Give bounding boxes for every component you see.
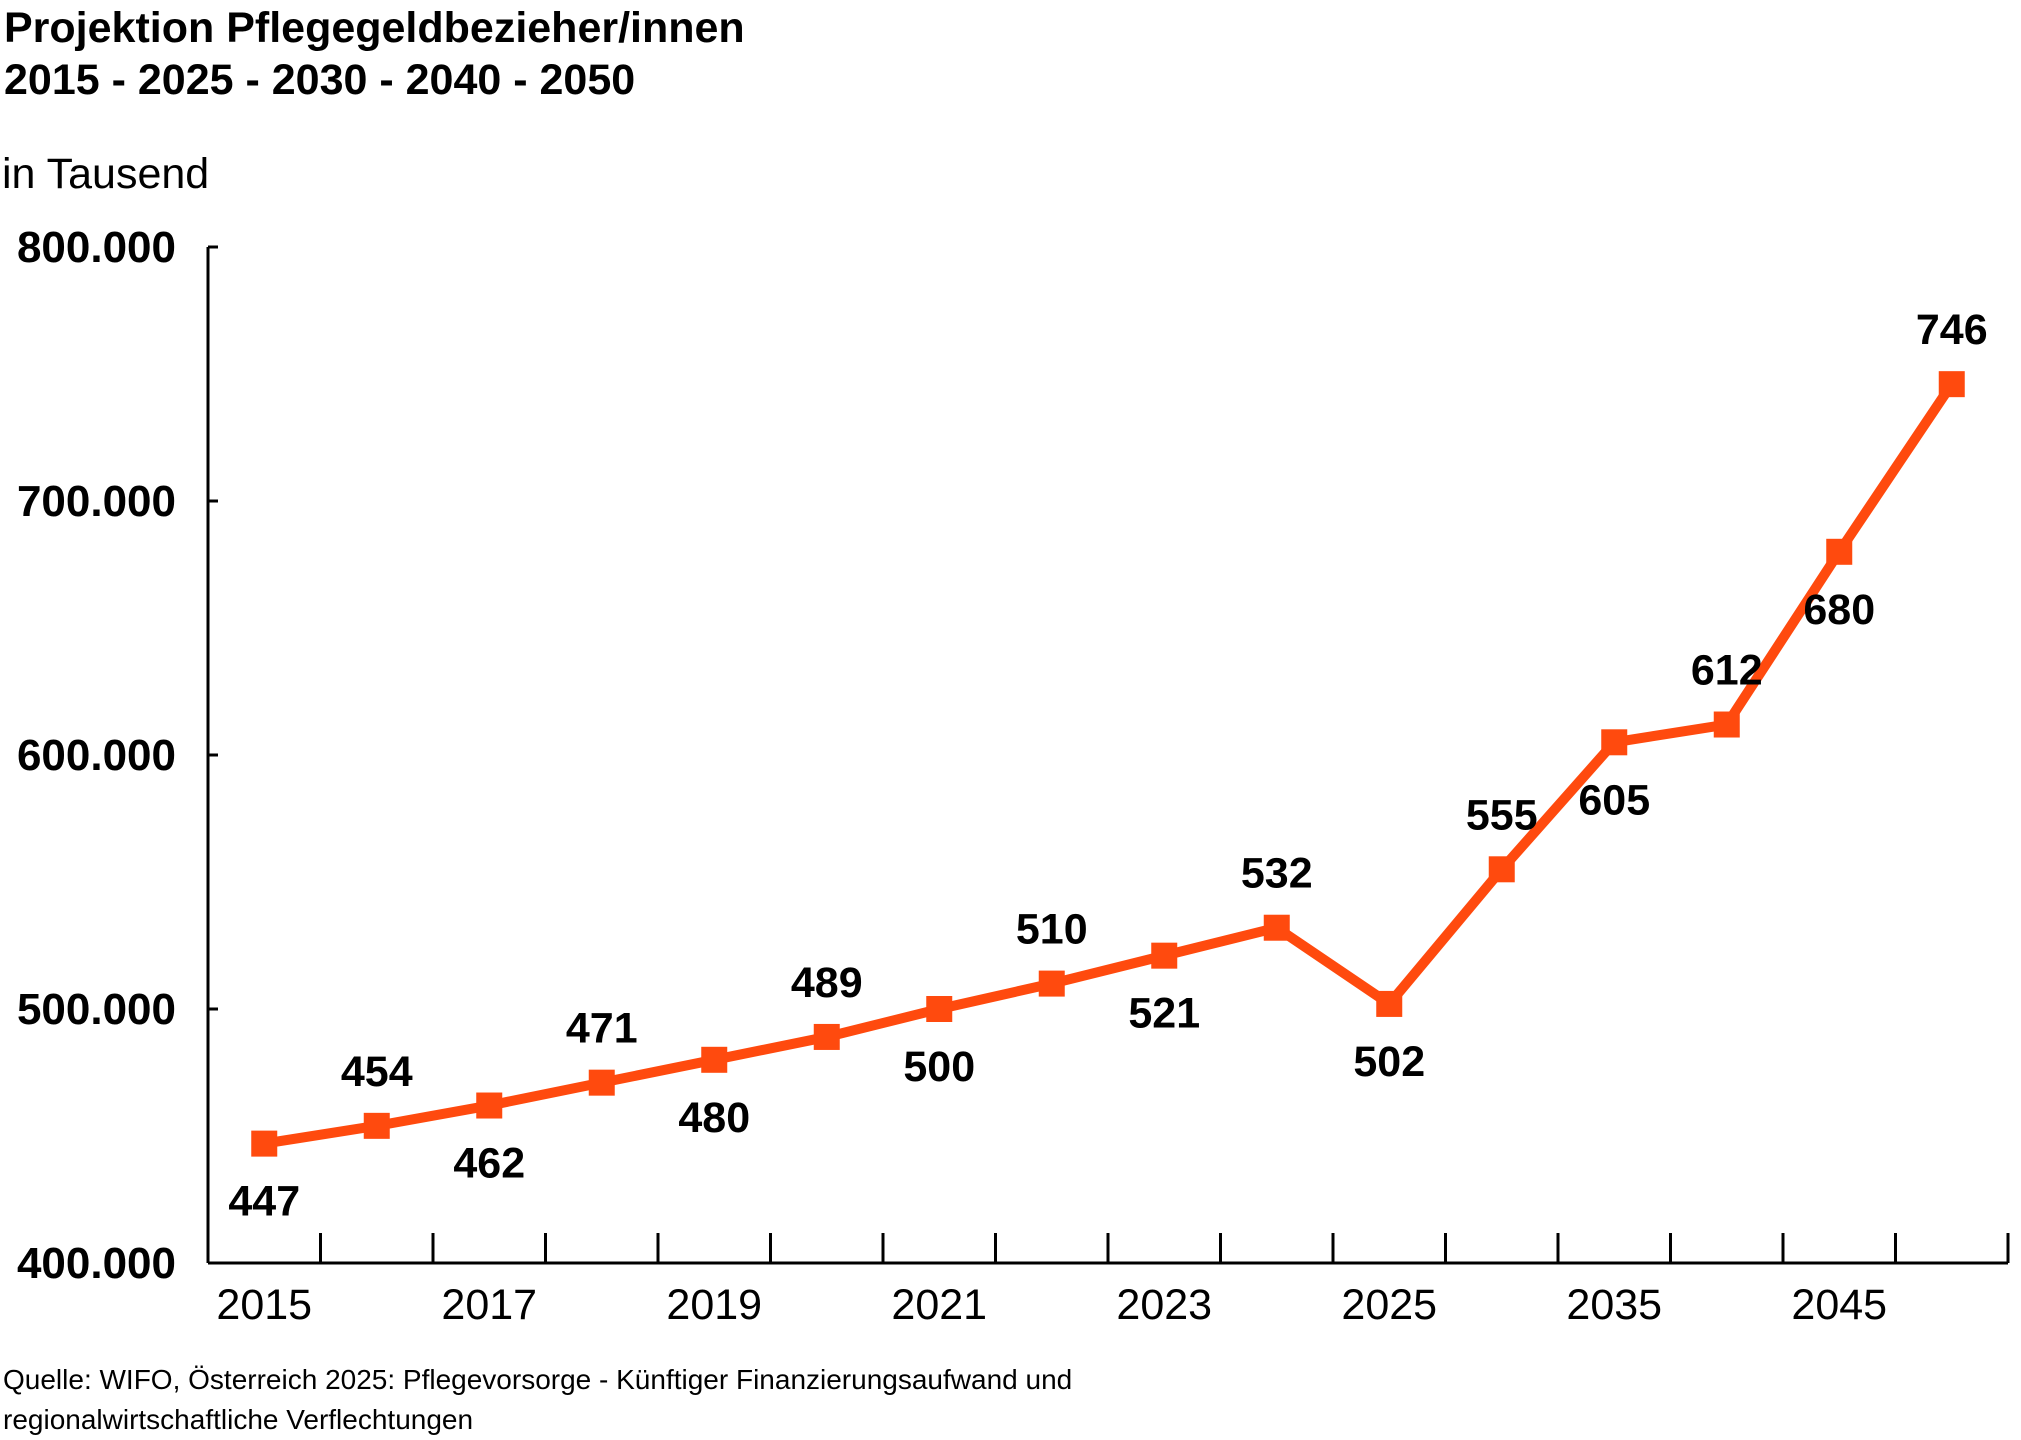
data-point [1151, 942, 1178, 969]
data-label: 532 [1241, 850, 1313, 898]
data-point [1263, 914, 1290, 941]
x-tick-label: 2025 [1341, 1281, 1437, 1329]
data-label: 489 [791, 959, 863, 1007]
data-point [1038, 970, 1065, 997]
data-point [1938, 371, 1965, 398]
y-tick-label: 400.000 [17, 1239, 176, 1288]
source-line1: Quelle: WIFO, Österreich 2025: Pflegevor… [3, 1364, 1073, 1395]
x-tick-label: 2023 [1116, 1281, 1212, 1329]
x-tick-label: 2015 [216, 1281, 312, 1329]
y-tick-label: 700.000 [17, 477, 176, 526]
y-tick-label: 500.000 [17, 985, 176, 1034]
data-point [1826, 538, 1853, 565]
data-point [1713, 711, 1740, 738]
chart-title-line1: Projektion Pflegegeldbezieher/innen [4, 4, 745, 52]
data-point [588, 1069, 615, 1096]
unit-label: in Tausend [2, 150, 210, 198]
data-label: 612 [1691, 647, 1763, 695]
data-label: 605 [1578, 776, 1650, 824]
data-label: 510 [1016, 906, 1088, 954]
x-tick-label: 2045 [1791, 1281, 1887, 1329]
y-tick-label: 600.000 [17, 731, 176, 780]
data-point [926, 996, 953, 1022]
y-tick-label: 800.000 [17, 223, 176, 272]
data-point [1601, 729, 1628, 756]
x-tick-label: 2021 [891, 1281, 987, 1329]
data-point [813, 1023, 840, 1050]
data-label: 471 [566, 1005, 638, 1053]
series-line [263, 381, 1956, 1149]
data-label: 502 [1353, 1038, 1425, 1086]
data-point [363, 1112, 390, 1139]
data-label: 500 [903, 1043, 975, 1091]
data-label: 454 [341, 1048, 413, 1096]
data-label: 480 [678, 1094, 750, 1142]
data-point [1376, 990, 1403, 1017]
data-label: 746 [1916, 306, 1988, 354]
data-label: 521 [1128, 990, 1200, 1038]
data-point [1488, 856, 1515, 883]
chart-title: Projektion Pflegegeldbezieher/innen 2015… [4, 2, 745, 106]
data-point [701, 1046, 728, 1073]
x-tick-label: 2017 [441, 1281, 537, 1329]
chart-title-line2: 2015 - 2025 - 2030 - 2040 - 2050 [4, 56, 636, 104]
data-label: 680 [1803, 586, 1875, 634]
data-label: 462 [453, 1140, 525, 1188]
x-tick-label: 2019 [666, 1281, 762, 1329]
data-point [476, 1092, 503, 1119]
data-label: 447 [228, 1178, 300, 1226]
x-tick-label: 2035 [1566, 1281, 1662, 1329]
data-point [251, 1130, 278, 1157]
source-line2: regionalwirtschaftliche Verflechtungen [3, 1404, 474, 1435]
data-label: 555 [1466, 791, 1538, 839]
source-note: Quelle: WIFO, Österreich 2025: Pflegevor… [3, 1360, 1403, 1440]
